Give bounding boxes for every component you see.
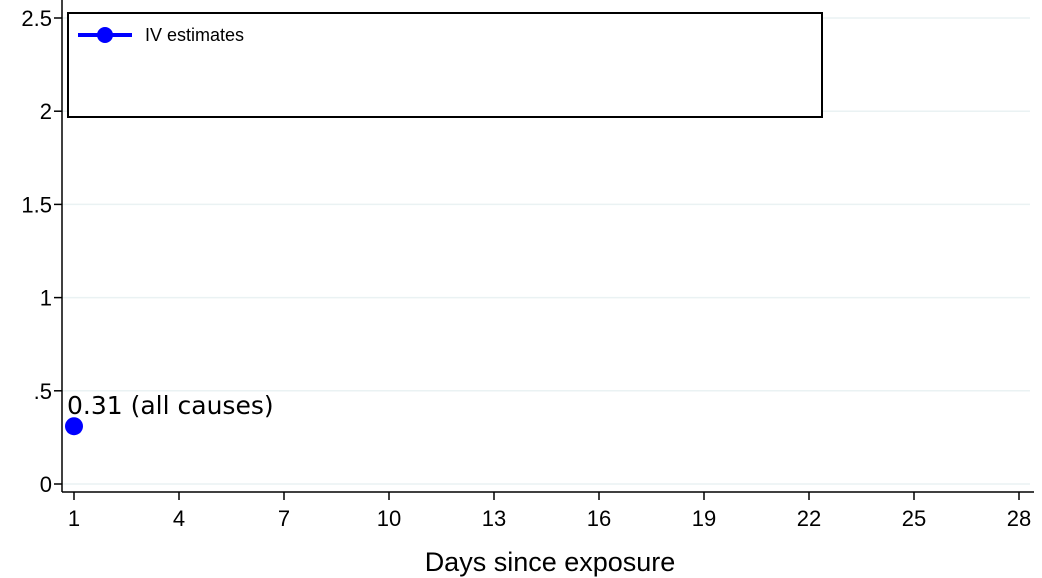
data-points: 0.31 (all causes) bbox=[65, 391, 274, 436]
data-point-label: 0.31 (all causes) bbox=[67, 391, 274, 420]
x-tick-label: 19 bbox=[692, 506, 716, 531]
x-tick-label: 16 bbox=[587, 506, 611, 531]
axes bbox=[61, 0, 1034, 493]
legend-series-marker bbox=[97, 27, 113, 43]
y-axis-ticks: 0 .5 1 1.5 2 2.5 bbox=[21, 6, 62, 497]
y-tick-label: .5 bbox=[34, 379, 52, 404]
x-tick-label: 13 bbox=[482, 506, 506, 531]
x-tick-label: 28 bbox=[1007, 506, 1031, 531]
y-tick-label: 1.5 bbox=[21, 192, 52, 217]
x-tick-label: 1 bbox=[68, 506, 80, 531]
y-tick-label: 1 bbox=[40, 286, 52, 311]
y-tick-label: 0 bbox=[40, 472, 52, 497]
x-tick-label: 25 bbox=[902, 506, 926, 531]
data-point bbox=[65, 417, 83, 436]
x-axis-title: Days since exposure bbox=[425, 547, 676, 577]
y-tick-label: 2 bbox=[40, 99, 52, 124]
legend: IV estimates bbox=[67, 12, 823, 118]
x-tick-label: 22 bbox=[797, 506, 821, 531]
x-tick-label: 4 bbox=[173, 506, 185, 531]
x-tick-label: 7 bbox=[278, 506, 290, 531]
legend-box bbox=[67, 12, 823, 118]
x-tick-label: 10 bbox=[377, 506, 401, 531]
legend-series-label: IV estimates bbox=[145, 25, 244, 45]
y-tick-label: 2.5 bbox=[21, 6, 52, 31]
x-axis-ticks: 1 4 7 10 13 16 19 22 25 28 bbox=[68, 492, 1031, 531]
